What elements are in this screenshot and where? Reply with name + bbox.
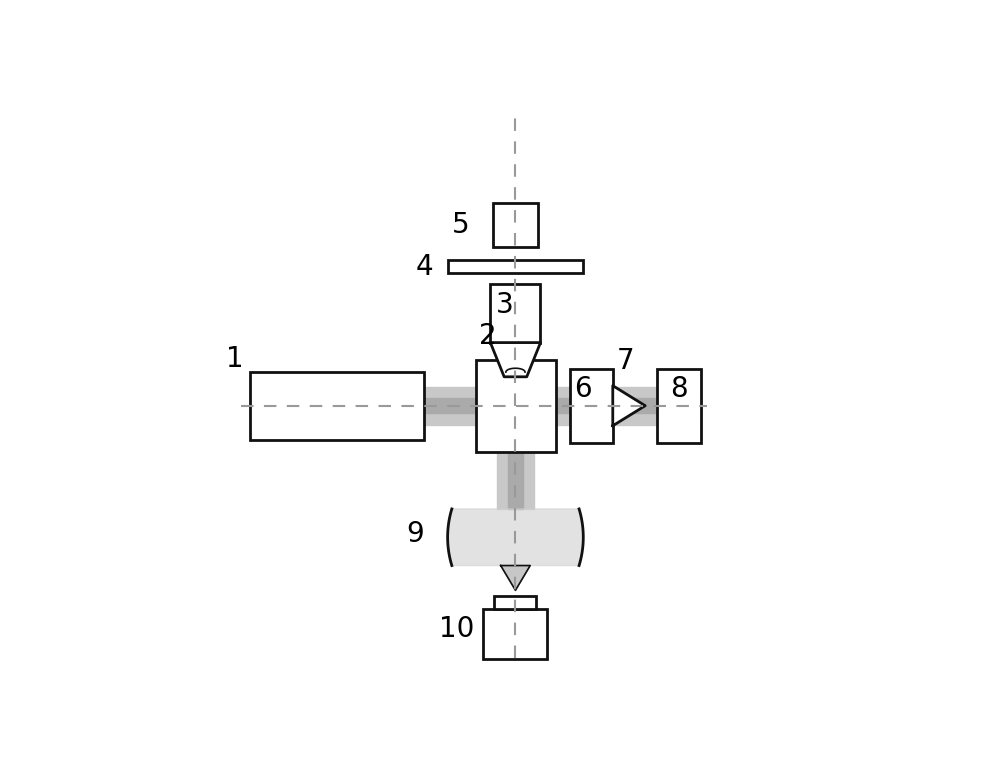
Text: 1: 1 xyxy=(226,345,244,373)
Polygon shape xyxy=(501,565,530,591)
Text: 3: 3 xyxy=(496,290,514,319)
FancyBboxPatch shape xyxy=(490,283,540,342)
Text: 5: 5 xyxy=(452,211,469,239)
FancyBboxPatch shape xyxy=(448,260,583,273)
Text: 8: 8 xyxy=(670,375,688,403)
FancyBboxPatch shape xyxy=(570,369,613,443)
Text: 2: 2 xyxy=(479,322,497,349)
Polygon shape xyxy=(490,342,541,377)
Polygon shape xyxy=(448,509,583,565)
Text: 7: 7 xyxy=(617,347,635,375)
Text: 10: 10 xyxy=(439,615,474,643)
Text: 6: 6 xyxy=(574,375,592,403)
Polygon shape xyxy=(613,385,645,426)
Text: 4: 4 xyxy=(415,253,433,280)
FancyBboxPatch shape xyxy=(493,203,538,247)
FancyBboxPatch shape xyxy=(250,372,424,440)
FancyBboxPatch shape xyxy=(494,596,536,609)
FancyBboxPatch shape xyxy=(657,369,701,443)
FancyBboxPatch shape xyxy=(483,609,547,660)
Text: 9: 9 xyxy=(406,520,424,548)
FancyBboxPatch shape xyxy=(476,360,556,452)
